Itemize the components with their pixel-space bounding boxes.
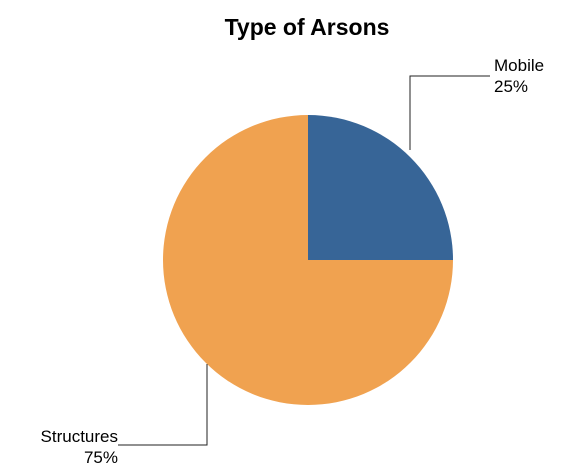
leader-line-structures — [118, 364, 208, 446]
leader-lines — [118, 75, 490, 446]
chart-title: Type of Arsons — [225, 14, 390, 40]
pie-slice-structures — [163, 115, 453, 405]
pie-slices — [163, 115, 453, 405]
pie-slice-mobile — [308, 115, 453, 260]
slice-label-mobile: Mobile — [494, 56, 544, 75]
leader-line-mobile — [409, 75, 490, 150]
slice-value-mobile: 25% — [494, 77, 528, 96]
slice-labels: Mobile 25% Structures 75% — [41, 56, 545, 467]
slice-label-structures: Structures — [41, 427, 118, 446]
slice-value-structures: 75% — [84, 448, 118, 467]
